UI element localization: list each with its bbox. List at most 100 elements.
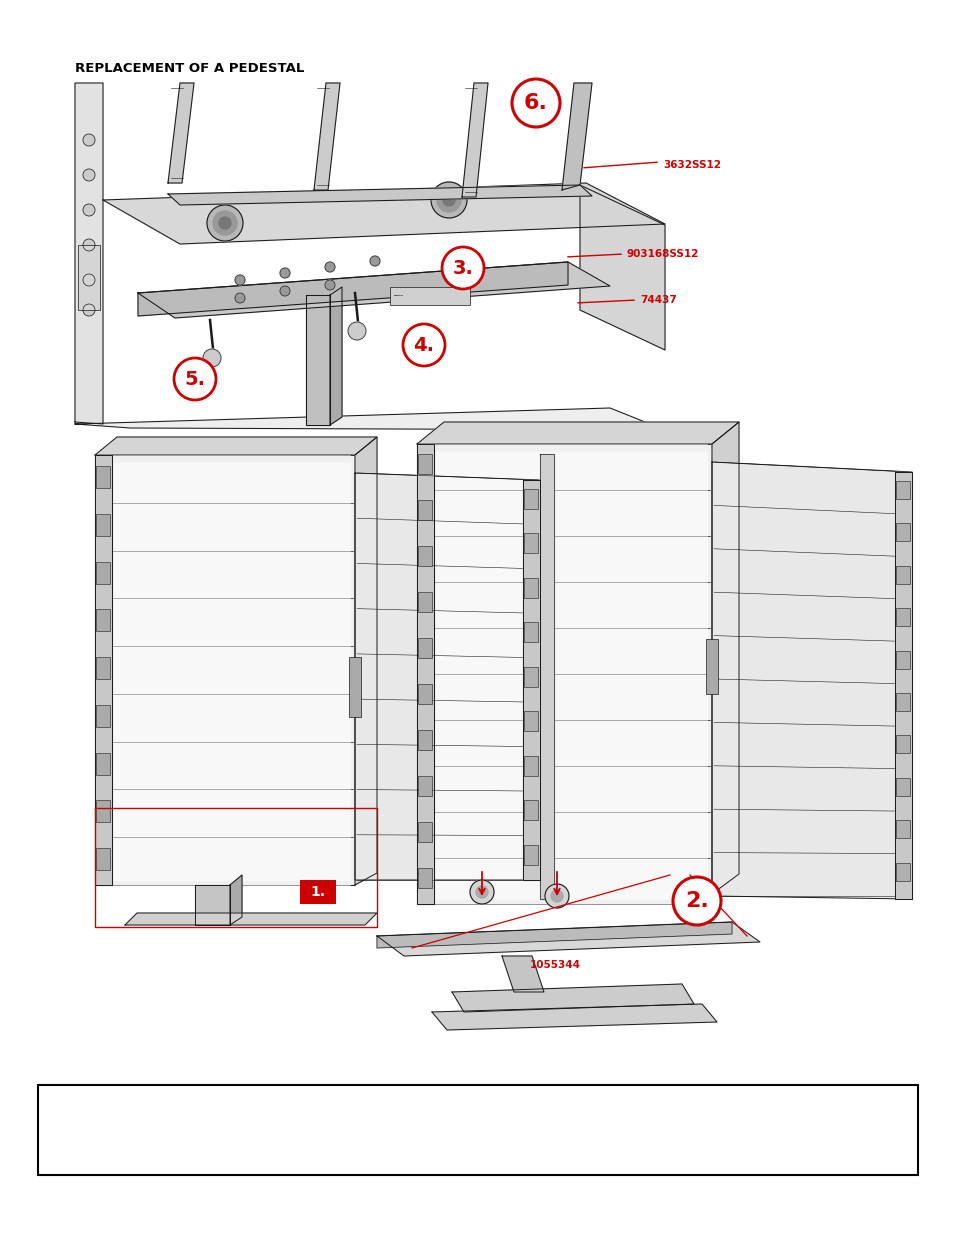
Bar: [417, 500, 432, 520]
Circle shape: [325, 280, 335, 290]
Text: 74437: 74437: [639, 295, 676, 305]
Circle shape: [280, 268, 290, 278]
Polygon shape: [894, 472, 911, 899]
Text: 5.: 5.: [184, 369, 205, 389]
Bar: [523, 845, 537, 864]
Polygon shape: [125, 913, 376, 925]
Circle shape: [207, 205, 243, 241]
Bar: [349, 657, 360, 716]
Polygon shape: [711, 422, 739, 894]
Polygon shape: [711, 462, 911, 899]
Polygon shape: [522, 480, 539, 881]
Circle shape: [512, 79, 559, 127]
Polygon shape: [138, 262, 567, 316]
Polygon shape: [75, 83, 103, 424]
Polygon shape: [416, 422, 739, 445]
Polygon shape: [103, 183, 664, 245]
Polygon shape: [461, 83, 488, 198]
Polygon shape: [432, 1004, 717, 1030]
Circle shape: [173, 358, 215, 400]
Polygon shape: [434, 452, 706, 899]
Bar: [38, 1086, 917, 1174]
Polygon shape: [452, 984, 693, 1011]
Bar: [96, 609, 110, 631]
Bar: [523, 756, 537, 776]
Bar: [96, 752, 110, 774]
Circle shape: [544, 884, 568, 908]
Bar: [96, 705, 110, 727]
Circle shape: [436, 188, 460, 212]
Polygon shape: [168, 83, 193, 183]
Circle shape: [348, 322, 366, 340]
Circle shape: [234, 275, 245, 285]
Circle shape: [83, 204, 95, 216]
Bar: [417, 823, 432, 842]
Bar: [895, 480, 909, 499]
Bar: [895, 778, 909, 795]
Circle shape: [83, 135, 95, 146]
Bar: [96, 562, 110, 584]
Circle shape: [551, 890, 562, 902]
Bar: [523, 800, 537, 820]
Polygon shape: [579, 185, 664, 350]
Polygon shape: [376, 923, 731, 948]
Bar: [417, 546, 432, 566]
Text: REPLACEMENT OF A PEDESTAL: REPLACEMENT OF A PEDESTAL: [75, 62, 304, 75]
Polygon shape: [168, 185, 592, 205]
Bar: [895, 608, 909, 626]
Text: 903168SS12: 903168SS12: [626, 249, 699, 259]
Text: 1.: 1.: [310, 885, 325, 899]
Polygon shape: [194, 885, 230, 925]
Bar: [523, 578, 537, 598]
Circle shape: [325, 262, 335, 272]
Circle shape: [234, 293, 245, 303]
Circle shape: [442, 194, 455, 206]
Bar: [895, 862, 909, 881]
Circle shape: [83, 274, 95, 287]
Text: 3632SS12: 3632SS12: [662, 161, 720, 170]
Bar: [895, 820, 909, 839]
Circle shape: [83, 304, 95, 316]
Bar: [895, 524, 909, 541]
Bar: [96, 466, 110, 488]
Bar: [390, 287, 470, 305]
Polygon shape: [306, 295, 330, 425]
Text: 4.: 4.: [413, 336, 434, 354]
Circle shape: [370, 256, 379, 266]
Bar: [417, 638, 432, 658]
Text: 3.: 3.: [452, 258, 473, 278]
Bar: [96, 800, 110, 823]
Polygon shape: [95, 454, 112, 885]
Bar: [895, 566, 909, 584]
Polygon shape: [314, 83, 339, 190]
Circle shape: [83, 169, 95, 182]
Bar: [96, 848, 110, 871]
Circle shape: [280, 287, 290, 296]
Polygon shape: [138, 262, 609, 317]
Bar: [417, 454, 432, 474]
Bar: [417, 776, 432, 797]
Circle shape: [219, 217, 231, 228]
Bar: [417, 730, 432, 750]
Circle shape: [431, 182, 467, 219]
Bar: [895, 735, 909, 753]
Polygon shape: [75, 408, 664, 430]
Bar: [96, 514, 110, 536]
Circle shape: [203, 350, 221, 367]
Circle shape: [470, 881, 494, 904]
Polygon shape: [501, 956, 543, 992]
Circle shape: [83, 240, 95, 251]
Bar: [705, 638, 718, 694]
Bar: [417, 868, 432, 888]
Bar: [417, 592, 432, 613]
Bar: [523, 667, 537, 687]
Bar: [417, 684, 432, 704]
Bar: [299, 881, 335, 904]
Polygon shape: [539, 454, 554, 899]
Polygon shape: [95, 454, 355, 885]
Polygon shape: [376, 923, 760, 956]
Polygon shape: [330, 287, 341, 425]
Polygon shape: [355, 473, 539, 881]
Text: 1055344: 1055344: [530, 960, 580, 969]
Circle shape: [441, 247, 483, 289]
